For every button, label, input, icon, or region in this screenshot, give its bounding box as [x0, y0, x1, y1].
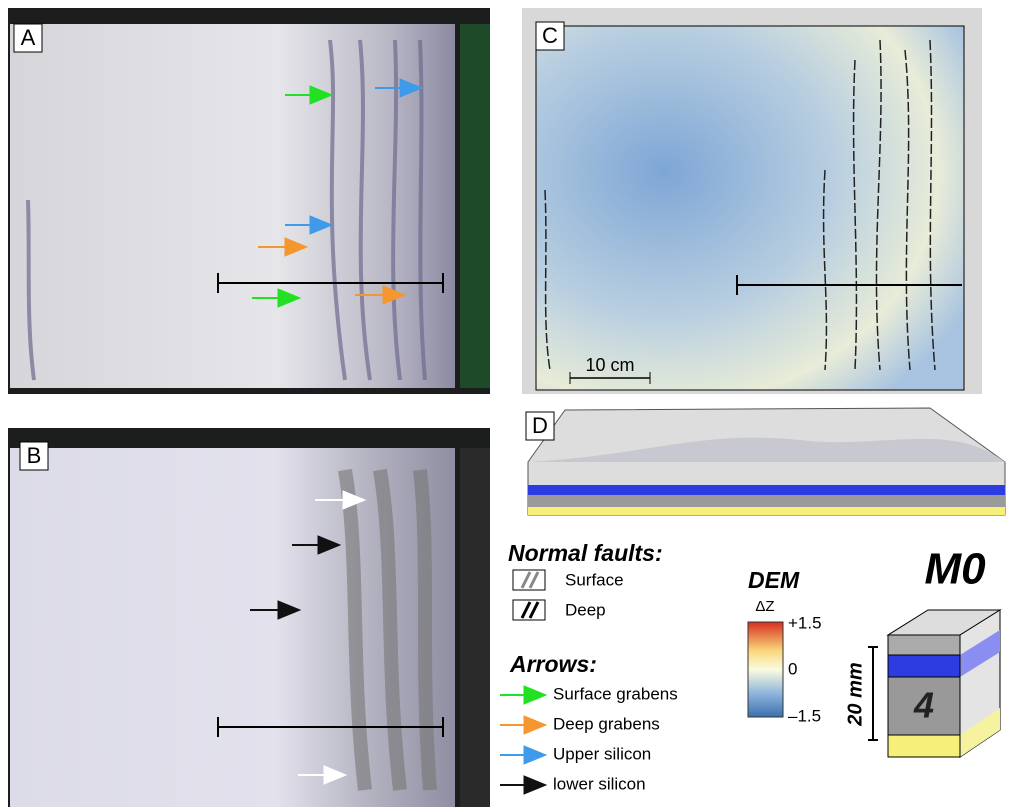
- legend-item: Deep: [565, 600, 606, 619]
- panel-d: D: [526, 408, 1005, 515]
- model-block: M0 4 20 mm: [844, 545, 1000, 757]
- panel-b: B: [8, 428, 490, 807]
- model-name: M0: [924, 545, 986, 594]
- dem-legend: DEM ΔZ +1.5 0 –1.5: [748, 567, 822, 725]
- fault-legend: Normal faults: Surface Deep Arrows:: [508, 540, 663, 677]
- scale-bar-label: 10 cm: [585, 355, 634, 375]
- arrow-head: [524, 776, 546, 794]
- dem-tick: +1.5: [788, 613, 822, 632]
- panel-label: C: [542, 23, 558, 48]
- legend-item: lower silicon: [553, 774, 646, 793]
- legend-title: Normal faults:: [508, 540, 663, 566]
- panel-label: B: [27, 443, 42, 468]
- dem-axis-label: ΔZ: [755, 598, 774, 615]
- arrow-head: [524, 686, 546, 704]
- legend-item: Surface: [565, 570, 624, 589]
- legend-item: Upper silicon: [553, 744, 651, 763]
- arrow-head: [524, 746, 546, 764]
- legend-item: Surface grabens: [553, 684, 678, 703]
- dem-title: DEM: [748, 567, 800, 593]
- panel-c: 10 cm C: [522, 8, 1015, 394]
- layer-number: 4: [913, 685, 934, 726]
- panel-a: A: [8, 8, 490, 394]
- arrow-head: [524, 716, 546, 734]
- dem-tick: 0: [788, 659, 797, 678]
- figure: A B 10 cm C D Normal faults: Surface Dee…: [0, 0, 1015, 807]
- legend-title: Arrows:: [509, 651, 597, 677]
- page: A B 10 cm C D Normal faults: Surface Dee…: [0, 0, 1015, 807]
- dem-tick: –1.5: [788, 706, 821, 725]
- panel-label: A: [21, 25, 36, 50]
- legend-item: Deep grabens: [553, 714, 660, 733]
- thickness-label: 20 mm: [844, 662, 866, 726]
- panel-label: D: [532, 413, 548, 438]
